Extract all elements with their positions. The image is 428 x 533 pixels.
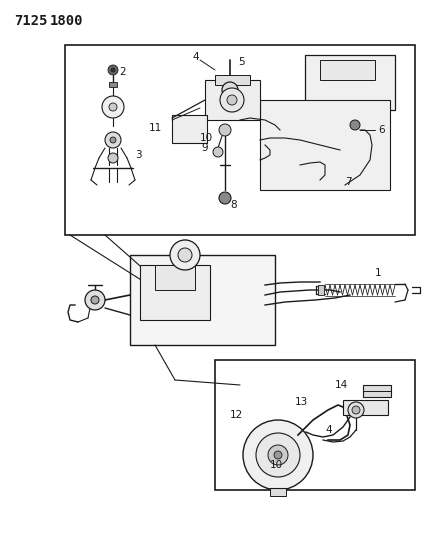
Text: 2: 2 <box>119 67 126 77</box>
Circle shape <box>220 88 244 112</box>
Circle shape <box>102 96 124 118</box>
Circle shape <box>219 192 231 204</box>
Bar <box>155 265 195 290</box>
Bar <box>318 285 324 295</box>
Bar <box>109 82 117 87</box>
Bar <box>140 265 210 320</box>
Circle shape <box>219 124 231 136</box>
Text: 11: 11 <box>149 123 162 133</box>
Circle shape <box>108 65 118 75</box>
Bar <box>363 385 391 397</box>
Text: 1800: 1800 <box>50 14 83 28</box>
Text: 8: 8 <box>230 200 237 210</box>
Bar <box>260 100 390 190</box>
Circle shape <box>108 153 118 163</box>
Text: 12: 12 <box>230 410 243 420</box>
Circle shape <box>91 296 99 304</box>
Circle shape <box>227 95 237 105</box>
Text: 10: 10 <box>200 133 213 143</box>
Bar <box>215 360 415 490</box>
Text: 14: 14 <box>335 380 348 390</box>
Bar <box>215 75 250 85</box>
Text: 6: 6 <box>378 125 385 135</box>
Bar <box>305 55 395 110</box>
Circle shape <box>111 68 115 72</box>
Circle shape <box>256 433 300 477</box>
Circle shape <box>274 451 282 459</box>
Circle shape <box>85 290 105 310</box>
Bar <box>343 400 388 415</box>
Circle shape <box>109 103 117 111</box>
Text: 4: 4 <box>325 425 332 435</box>
Circle shape <box>350 120 360 130</box>
Bar <box>172 115 207 143</box>
Text: 9: 9 <box>202 143 208 153</box>
Circle shape <box>222 82 238 98</box>
Circle shape <box>178 248 192 262</box>
Circle shape <box>352 406 360 414</box>
Bar <box>65 45 415 235</box>
Bar <box>130 255 275 345</box>
Text: 10: 10 <box>270 460 283 470</box>
Circle shape <box>110 137 116 143</box>
Circle shape <box>243 420 313 490</box>
Circle shape <box>105 132 121 148</box>
Text: 13: 13 <box>295 397 308 407</box>
Bar <box>320 60 375 80</box>
Text: 7125: 7125 <box>14 14 48 28</box>
Circle shape <box>170 240 200 270</box>
Text: 5: 5 <box>238 57 245 67</box>
Circle shape <box>213 147 223 157</box>
Text: 1: 1 <box>375 268 382 278</box>
Circle shape <box>348 402 364 418</box>
Circle shape <box>268 445 288 465</box>
Text: 3: 3 <box>135 150 142 160</box>
Bar <box>270 488 286 496</box>
Text: 4: 4 <box>192 52 199 62</box>
Bar <box>205 80 260 120</box>
Text: 7: 7 <box>345 177 352 187</box>
